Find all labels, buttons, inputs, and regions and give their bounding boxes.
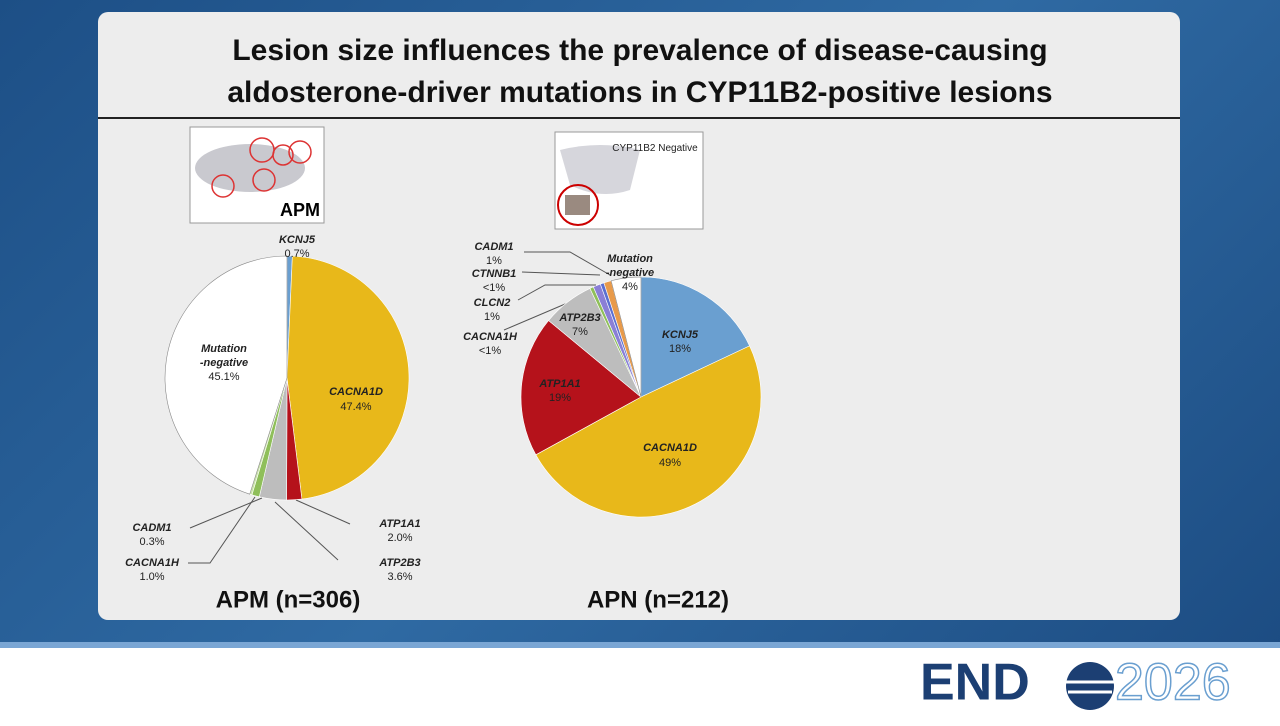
slice-label: CADM1 (132, 522, 171, 534)
value-label: 2.0% (387, 532, 412, 544)
value-label: 7% (572, 326, 588, 338)
pie-slice (286, 255, 410, 500)
value-label: 1% (486, 255, 502, 267)
value-label: 1.0% (139, 571, 164, 583)
pie-slice (535, 345, 762, 518)
apm-image: APM (189, 126, 325, 224)
logo-brand: END (920, 654, 1030, 712)
value-label: <1% (483, 282, 506, 294)
apn-image: CYP11B2 Negative (554, 131, 704, 230)
leader-lines (188, 251, 611, 564)
chart-title: APM (n=306) (216, 586, 361, 613)
chart-title: APN (n=212) (587, 586, 729, 613)
value-label: 19% (549, 392, 571, 404)
slice-label: ATP2B3 (558, 312, 600, 324)
slide-title: Lesion size influences the prevalence of… (227, 34, 1053, 109)
value-label: 49% (659, 457, 681, 469)
value-label: <1% (479, 345, 502, 357)
slice-label: CADM1 (474, 241, 513, 253)
slice-label: ATP1A1 (538, 378, 580, 390)
slice-label: CACNA1D (643, 442, 697, 454)
slice-label: Mutation -negative (200, 343, 248, 369)
value-label: 0.3% (139, 536, 164, 548)
value-label: 0.7% (284, 248, 309, 260)
image-label: APM (280, 200, 320, 220)
value-label: 3.6% (387, 571, 412, 583)
slice-label: CACNA1D (329, 386, 383, 398)
title-rule (98, 117, 1180, 119)
slice-label: CACNA1H (125, 557, 180, 569)
slice-label: CACNA1H (463, 331, 518, 343)
value-label: 1% (484, 311, 500, 323)
slice-label: ATP2B3 (378, 557, 420, 569)
logo-globe-lines (1066, 680, 1114, 694)
slice-label: Mutation -negative (606, 253, 654, 279)
slice-label: CLCN2 (474, 297, 511, 309)
pie-slice (164, 255, 288, 495)
image-label: CYP11B2 Negative (612, 143, 698, 154)
pie-slice (520, 320, 642, 456)
logo-year: 2026 (1115, 654, 1231, 712)
value-label: 4% (622, 281, 638, 293)
value-label: 45.1% (208, 371, 239, 383)
slice-label: CTNNB1 (472, 268, 517, 280)
slice-label: KCNJ5 (662, 329, 699, 341)
slice-label: ATP1A1 (378, 518, 420, 530)
logo: END 2026 (920, 653, 1231, 713)
pie-slice (640, 276, 750, 398)
value-label: 47.4% (340, 401, 371, 413)
slice-label: KCNJ5 (279, 234, 316, 246)
pie-slice (610, 276, 642, 398)
logo-globe (1066, 662, 1114, 710)
value-label: 18% (669, 343, 691, 355)
